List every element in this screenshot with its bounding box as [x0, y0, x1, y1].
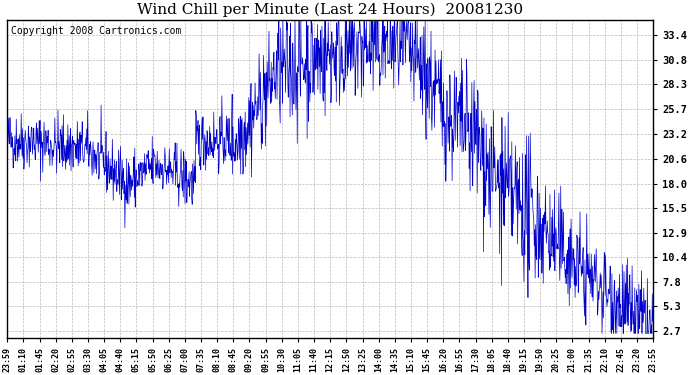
Title: Wind Chill per Minute (Last 24 Hours)  20081230: Wind Chill per Minute (Last 24 Hours) 20… [137, 3, 523, 17]
Text: Copyright 2008 Cartronics.com: Copyright 2008 Cartronics.com [10, 26, 181, 36]
